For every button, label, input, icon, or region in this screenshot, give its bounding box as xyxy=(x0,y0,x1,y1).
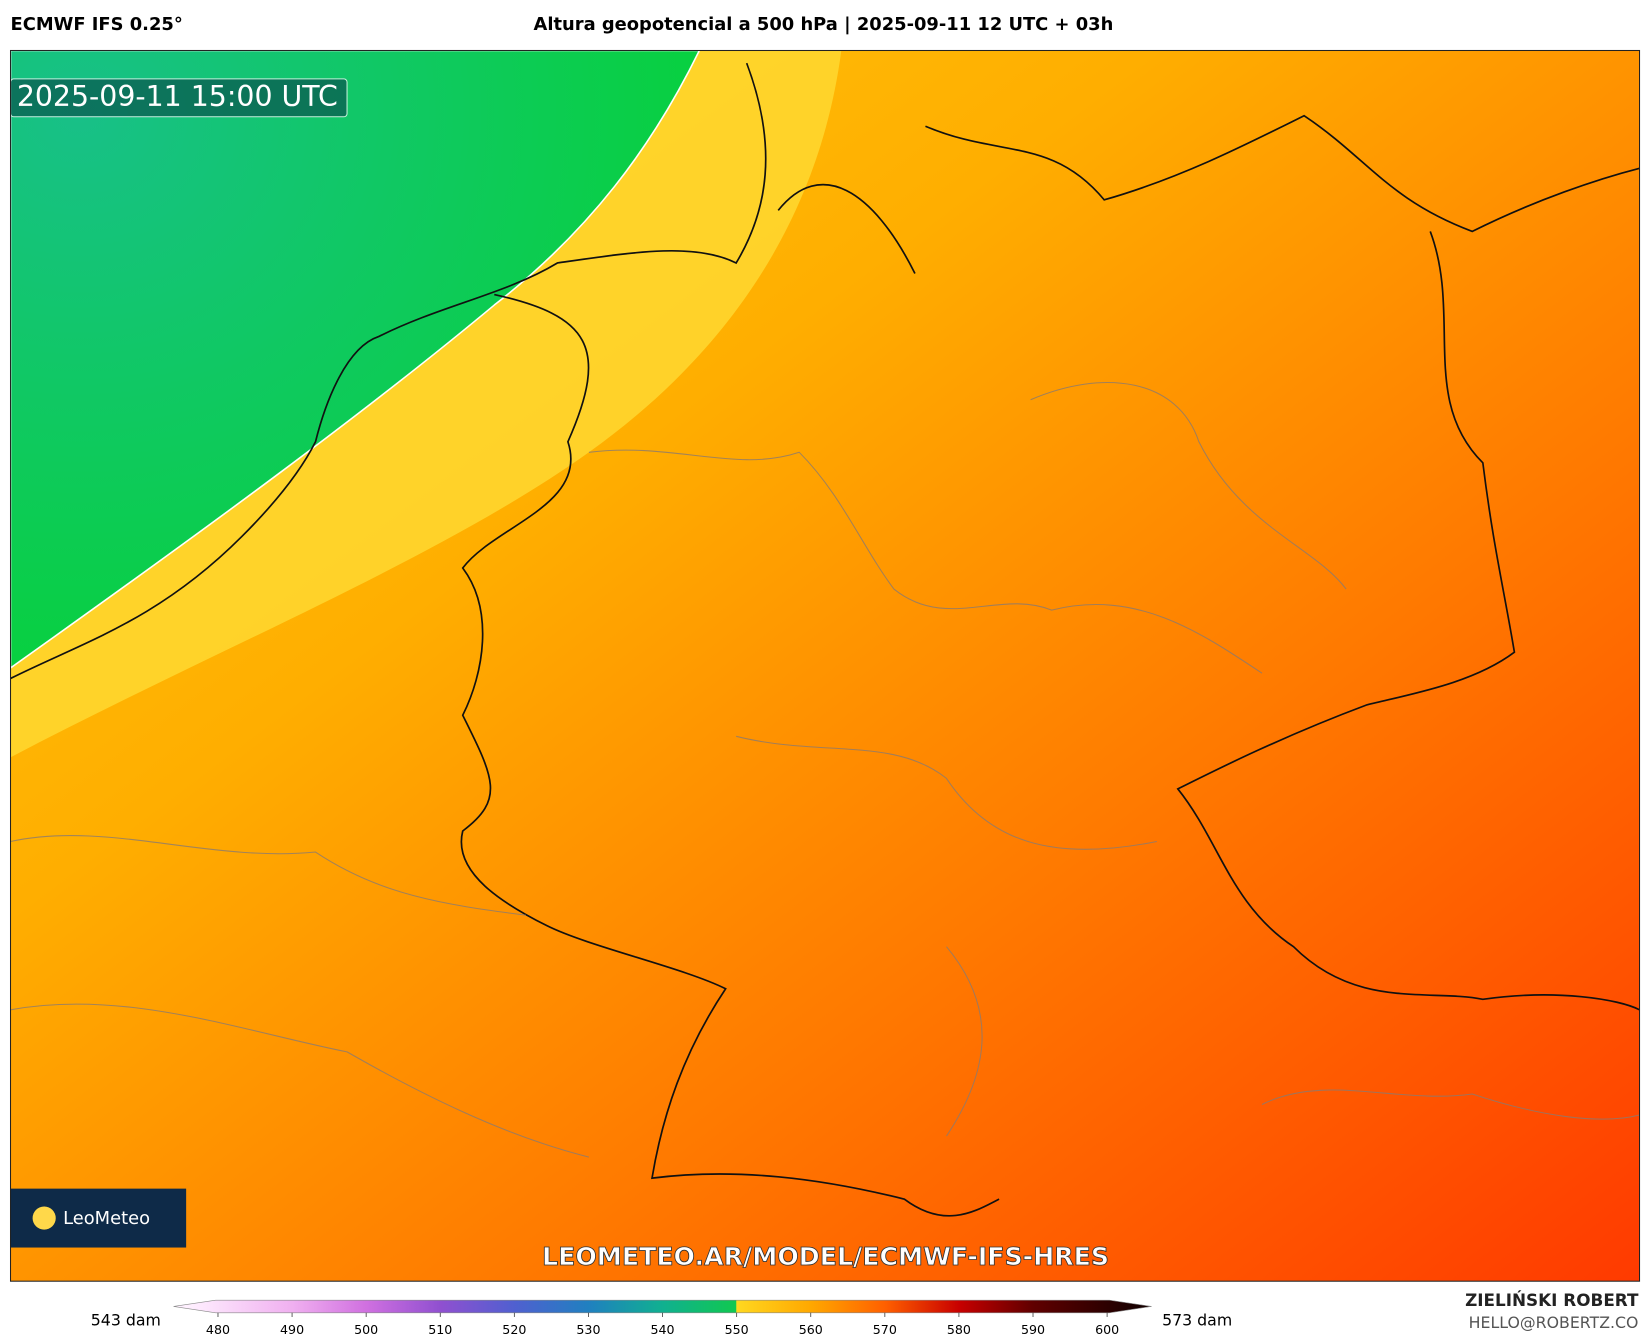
colorbar-tick-label: 480 xyxy=(206,1322,230,1337)
valid-time: 2025-09-11 15:00 UTC xyxy=(17,80,338,113)
time-box xyxy=(10,78,348,118)
map-title: Altura geopotencial a 500 hPa | 2025-09-… xyxy=(534,14,1114,35)
colorbar-tick-label: 490 xyxy=(280,1322,304,1337)
colorbar-tick-label: 530 xyxy=(576,1322,600,1337)
colorbar-min: 543 dam xyxy=(91,1311,161,1330)
model-label: ECMWF IFS 0.25° xyxy=(11,14,183,35)
colorbar-tick-label: 550 xyxy=(725,1322,749,1337)
map: 2025-09-11 15:00 UTC LeoMeteo LEOMETEO.A… xyxy=(10,50,1640,1282)
contact: HELLO@ROBERTZ.CO xyxy=(1469,1313,1639,1332)
colorbar: 480 490 500 510 520 530 540 550 560 570 580 590 600 xyxy=(173,1299,1152,1337)
field-low xyxy=(10,50,701,669)
colorbar-tick-label: 560 xyxy=(799,1322,823,1337)
colorbar-tick-label: 510 xyxy=(428,1322,452,1337)
colorbar-tick-label: 590 xyxy=(1021,1322,1045,1337)
colorbar-max: 573 dam xyxy=(1162,1311,1232,1330)
colorbar-tick-label: 500 xyxy=(354,1322,378,1337)
regions xyxy=(10,382,1640,1158)
colorbar-tick-label: 600 xyxy=(1095,1322,1119,1337)
map-frame xyxy=(9,49,1641,1282)
colorbar-tick-label: 520 xyxy=(502,1322,526,1337)
logo-sun xyxy=(32,1206,56,1230)
colorbar-ramp xyxy=(173,1299,1152,1314)
colorbar-tick-label: 580 xyxy=(947,1322,971,1337)
watermark: LEOMETEO.AR/MODEL/ECMWF-IFS-HRES xyxy=(542,1242,1109,1271)
colorbar-tick-label: 540 xyxy=(651,1322,675,1337)
author: ZIELIŃSKI ROBERT xyxy=(1465,1289,1639,1310)
logo-text: LeoMeteo xyxy=(63,1208,150,1229)
colorbar-tick-label: 570 xyxy=(873,1322,897,1337)
coastlines xyxy=(10,62,1640,1217)
